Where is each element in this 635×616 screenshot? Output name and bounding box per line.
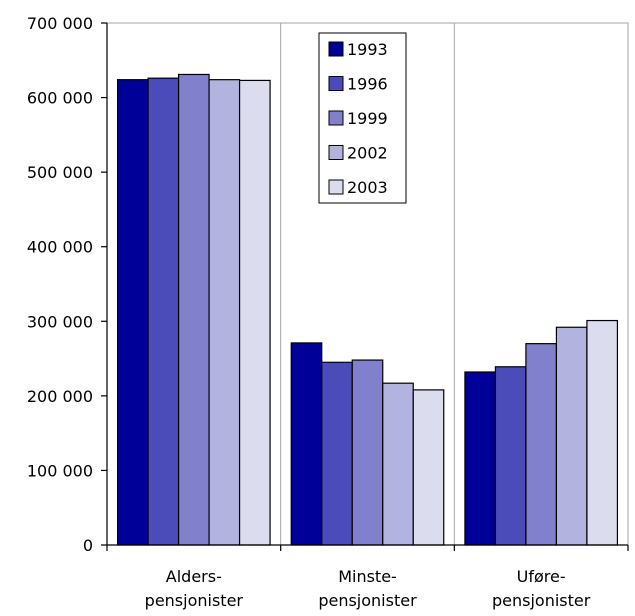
legend-label-2002: 2002	[347, 144, 388, 163]
y-tick-label: 0	[83, 536, 93, 555]
y-tick-label: 400 000	[27, 238, 93, 257]
bar-2002-2	[382, 382, 414, 546]
bar-2002-1	[208, 79, 241, 546]
y-tick-label: 300 000	[27, 312, 93, 331]
y-axis-ticks: 0 100 000 200 000 300 000 400 000 500 000 600 …	[27, 14, 107, 555]
bar-2003-1	[238, 79, 271, 546]
bar-1999-2	[351, 359, 384, 546]
legend-label-2003: 2003	[347, 178, 388, 197]
category-label: Minste-pensjonister	[318, 567, 417, 610]
legend-swatch-1993	[328, 41, 344, 57]
bar-1993-2	[290, 342, 323, 546]
y-tick-label: 100 000	[27, 461, 93, 480]
category-label: Uføre-pensjonister	[492, 567, 591, 610]
category-label: Alders-pensjonister	[145, 567, 244, 610]
legend-label-1999: 1999	[347, 109, 388, 128]
legend-swatch-1996	[328, 76, 344, 91]
bar-1993-3	[464, 371, 497, 546]
legend: 1993 1996 1999 2002 2003	[318, 32, 407, 204]
bar-1993-1	[116, 79, 149, 546]
legend-swatch-1999	[328, 110, 344, 126]
y-tick-label: 500 000	[27, 163, 93, 182]
y-tick-label: 700 000	[27, 14, 93, 33]
bar-2003-3	[586, 319, 619, 546]
x-axis-labels: Alders-pensjonister Minste-pensjonister Uf…	[145, 567, 591, 610]
axes	[106, 23, 629, 551]
legend-label-1996: 1996	[347, 75, 388, 94]
bar-2002-3	[555, 326, 588, 546]
bar-1999-1	[177, 73, 210, 546]
bar-2003-2	[412, 389, 445, 546]
legend-swatch-2002	[328, 145, 344, 160]
bar-1999-3	[525, 343, 558, 546]
legend-swatch-2003	[328, 179, 344, 195]
y-tick-label: 200 000	[27, 387, 93, 406]
y-tick-label: 600 000	[27, 89, 93, 108]
bars	[116, 73, 619, 546]
bar-1996-3	[494, 366, 527, 546]
legend-label-1993: 1993	[347, 40, 388, 59]
bar-1996-1	[147, 77, 180, 546]
bar-1996-2	[321, 361, 353, 546]
